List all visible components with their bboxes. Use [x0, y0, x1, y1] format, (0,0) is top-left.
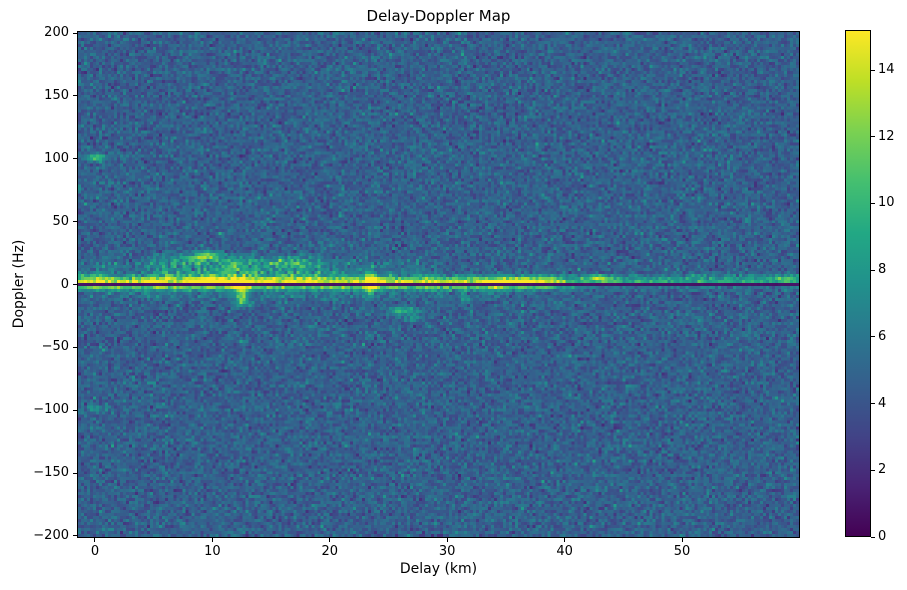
x-tick-label: 20 — [321, 544, 339, 559]
y-tickmark — [73, 32, 77, 34]
colorbar-tickmark — [871, 69, 875, 71]
x-tick-label: 30 — [438, 544, 456, 559]
x-axis-label: Delay (km) — [399, 561, 478, 577]
x-tick-label: 50 — [673, 544, 691, 559]
y-tick-label: −50 — [41, 339, 69, 355]
delay-doppler-heatmap-canvas — [78, 32, 799, 537]
x-tickmark — [94, 538, 96, 542]
y-tickmark — [73, 221, 77, 223]
y-tick-label: −200 — [33, 527, 69, 543]
colorbar-tickmark — [871, 269, 875, 271]
y-tick-label: 0 — [60, 276, 69, 292]
colorbar-tick-label: 10 — [878, 195, 895, 211]
y-tickmark — [73, 409, 77, 411]
x-tickmark — [329, 538, 331, 542]
y-tick-label: −100 — [33, 402, 69, 418]
y-tickmark — [73, 535, 77, 537]
y-tick-label: 50 — [52, 213, 69, 229]
y-tickmark — [73, 346, 77, 348]
colorbar-tick-label: 0 — [878, 529, 887, 544]
x-tick-label: 10 — [204, 544, 221, 559]
colorbar-tickmark — [871, 469, 875, 471]
x-tickmark — [681, 538, 683, 542]
y-tick-label: 200 — [44, 25, 69, 40]
x-tickmark — [211, 538, 213, 542]
y-tick-label: 150 — [44, 87, 69, 103]
chart-title: Delay-Doppler Map — [366, 7, 511, 25]
y-tick-label: −150 — [33, 465, 69, 481]
y-tickmark — [73, 472, 77, 474]
x-tickmark — [564, 538, 566, 542]
y-axis-label: Doppler (Hz) — [11, 239, 27, 329]
x-tickmark — [446, 538, 448, 542]
colorbar-tickmark — [871, 336, 875, 338]
colorbar — [845, 30, 871, 537]
colorbar-tickmark — [871, 536, 875, 538]
colorbar-tick-label: 12 — [878, 128, 895, 144]
x-tick-label: 40 — [556, 544, 573, 559]
colorbar-tick-label: 4 — [878, 395, 887, 411]
colorbar-tickmark — [871, 202, 875, 204]
heatmap-plot-area — [77, 31, 800, 538]
y-tickmark — [73, 158, 77, 160]
colorbar-tickmark — [871, 403, 875, 405]
colorbar-tick-label: 2 — [878, 462, 887, 478]
colorbar-tick-label: 6 — [878, 328, 887, 344]
x-tick-label: 0 — [90, 544, 100, 559]
colorbar-tick-label: 14 — [878, 62, 895, 78]
colorbar-tickmark — [871, 136, 875, 138]
y-tickmark — [73, 95, 77, 97]
y-tickmark — [73, 284, 77, 285]
y-tick-label: 100 — [44, 150, 69, 166]
colorbar-tick-label: 8 — [878, 262, 887, 278]
